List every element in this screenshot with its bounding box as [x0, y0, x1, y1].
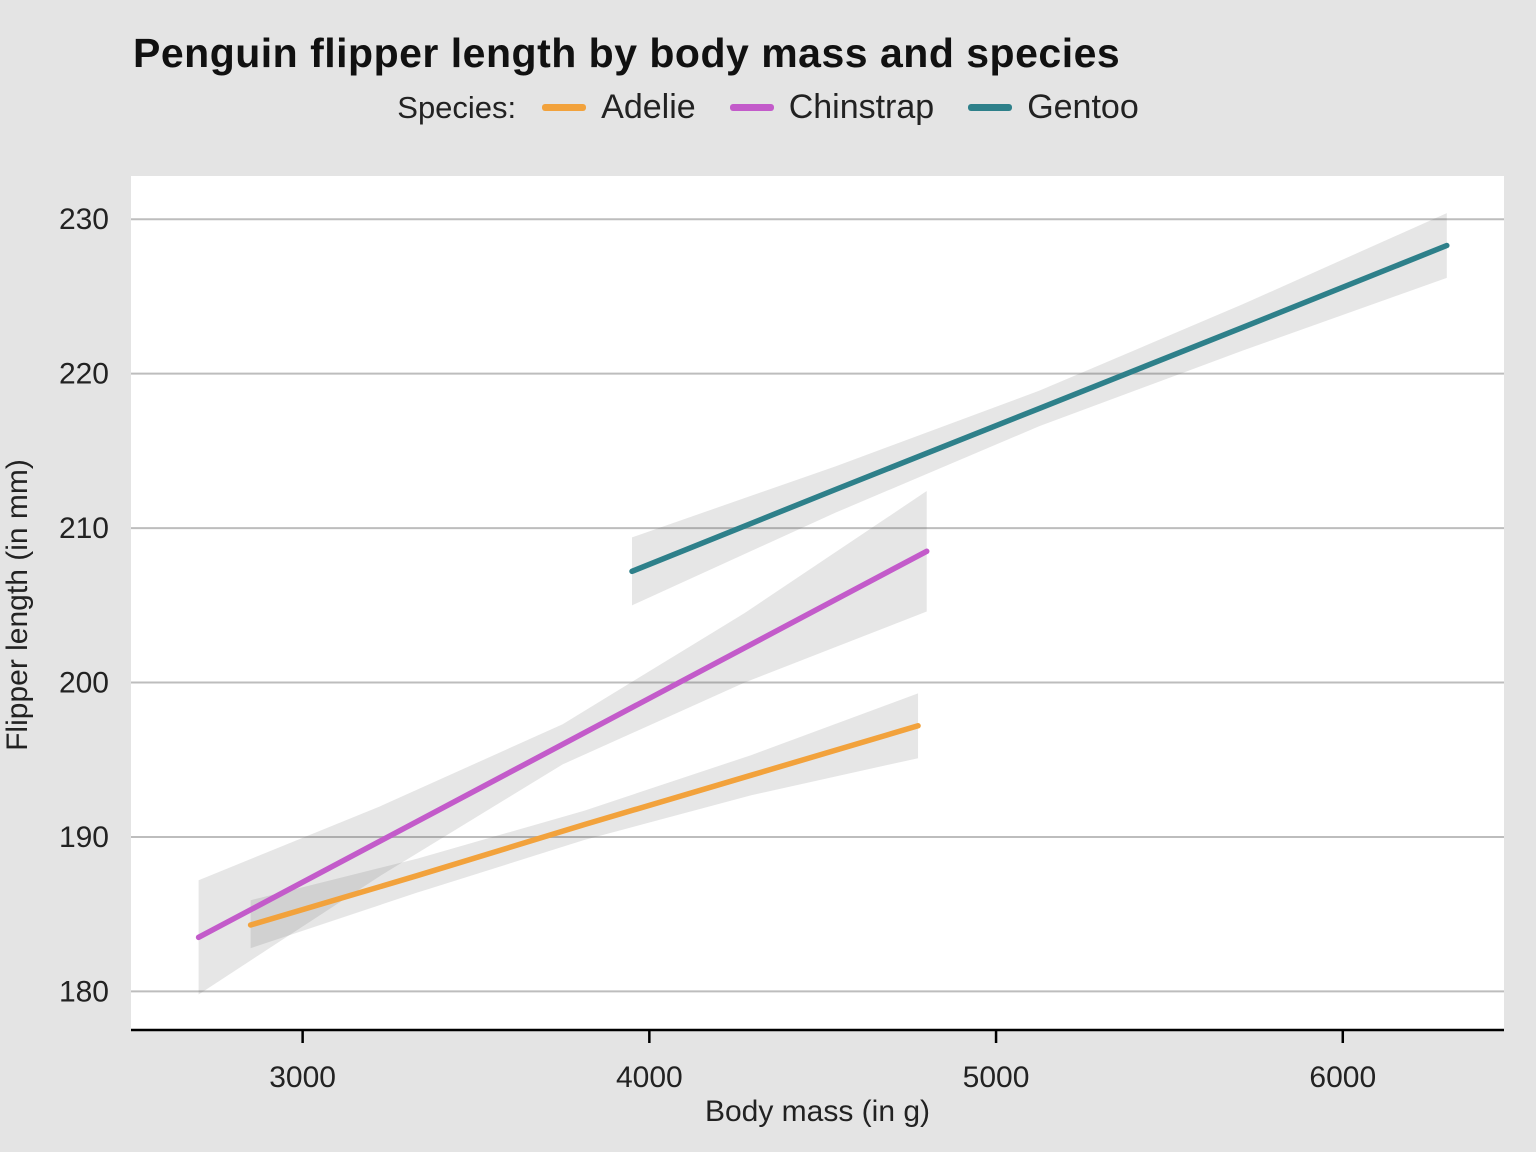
legend: Species: Adelie Chinstrap Gentoo: [0, 88, 1536, 127]
x-axis-label: Body mass (in g): [704, 1095, 931, 1128]
trend-line-adelie: [247, 723, 921, 928]
x-tick-label: 4000: [616, 1061, 683, 1094]
legend-swatch-gentoo: [968, 104, 1013, 111]
plot-panel: [131, 176, 1504, 1030]
trend-line-gentoo: [629, 242, 1450, 575]
y-tick-label: 230: [59, 203, 109, 236]
legend-label: Adelie: [601, 88, 696, 126]
x-tick-label: 6000: [1309, 1061, 1376, 1094]
ci-band-adelie: [250, 693, 919, 949]
y-tick-label: 180: [59, 975, 109, 1008]
y-axis-label: Flipper length (in mm): [1, 459, 34, 751]
chart-title: Penguin flipper length by body mass and …: [133, 30, 1121, 76]
legend-item-chinstrap: Chinstrap: [729, 88, 935, 127]
legend-items: Adelie Chinstrap Gentoo: [542, 88, 1139, 127]
legend-swatch-adelie: [542, 104, 587, 111]
x-tick-label: 5000: [963, 1061, 1030, 1094]
legend-label: Chinstrap: [788, 88, 935, 126]
legend-title: Species:: [397, 89, 517, 125]
legend-swatch-chinstrap: [729, 104, 774, 111]
legend-item-gentoo: Gentoo: [968, 88, 1139, 127]
legend-item-adelie: Adelie: [542, 88, 696, 127]
y-tick-label: 220: [59, 358, 109, 391]
x-tick-label: 3000: [269, 1061, 336, 1094]
trend-line-chinstrap: [195, 548, 930, 941]
y-tick-label: 210: [59, 512, 109, 545]
y-tick-label: 200: [59, 667, 109, 700]
legend-label: Gentoo: [1027, 88, 1139, 126]
y-tick-label: 190: [59, 821, 109, 854]
